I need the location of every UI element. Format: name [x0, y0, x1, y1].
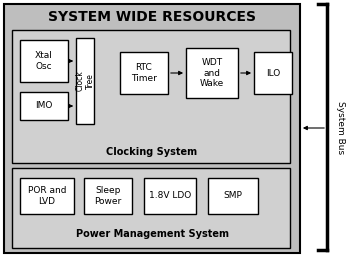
Text: Sleep
Power: Sleep Power	[94, 186, 122, 206]
Bar	[76, 38, 94, 124]
Bar	[120, 52, 168, 94]
Text: Power Management System: Power Management System	[76, 229, 229, 239]
Bar	[144, 178, 196, 214]
Text: ILO: ILO	[266, 69, 280, 78]
Text: WDT
and
Wake: WDT and Wake	[200, 58, 224, 88]
Text: SMP: SMP	[224, 191, 243, 200]
Bar	[20, 178, 74, 214]
Text: Clock
Tree: Clock Tree	[75, 71, 95, 91]
Bar	[4, 4, 300, 253]
Bar	[20, 92, 68, 120]
Text: System Bus: System Bus	[336, 102, 345, 154]
Bar	[84, 178, 132, 214]
Text: Xtal
Osc: Xtal Osc	[35, 51, 53, 71]
Bar	[208, 178, 258, 214]
Text: 1.8V LDO: 1.8V LDO	[149, 191, 191, 200]
Bar	[20, 40, 68, 82]
Bar	[12, 30, 290, 163]
Text: IMO: IMO	[35, 102, 53, 111]
Bar	[186, 48, 238, 98]
Text: RTC
Timer: RTC Timer	[131, 63, 157, 83]
Bar	[254, 52, 292, 94]
Text: Clocking System: Clocking System	[106, 147, 197, 157]
Bar	[12, 168, 290, 248]
Text: SYSTEM WIDE RESOURCES: SYSTEM WIDE RESOURCES	[48, 10, 256, 24]
Text: POR and
LVD: POR and LVD	[28, 186, 66, 206]
